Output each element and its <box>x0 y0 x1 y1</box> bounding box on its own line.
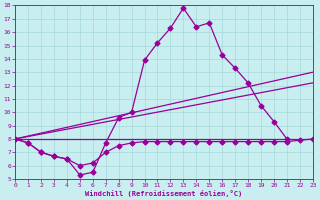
X-axis label: Windchill (Refroidissement éolien,°C): Windchill (Refroidissement éolien,°C) <box>85 190 243 197</box>
